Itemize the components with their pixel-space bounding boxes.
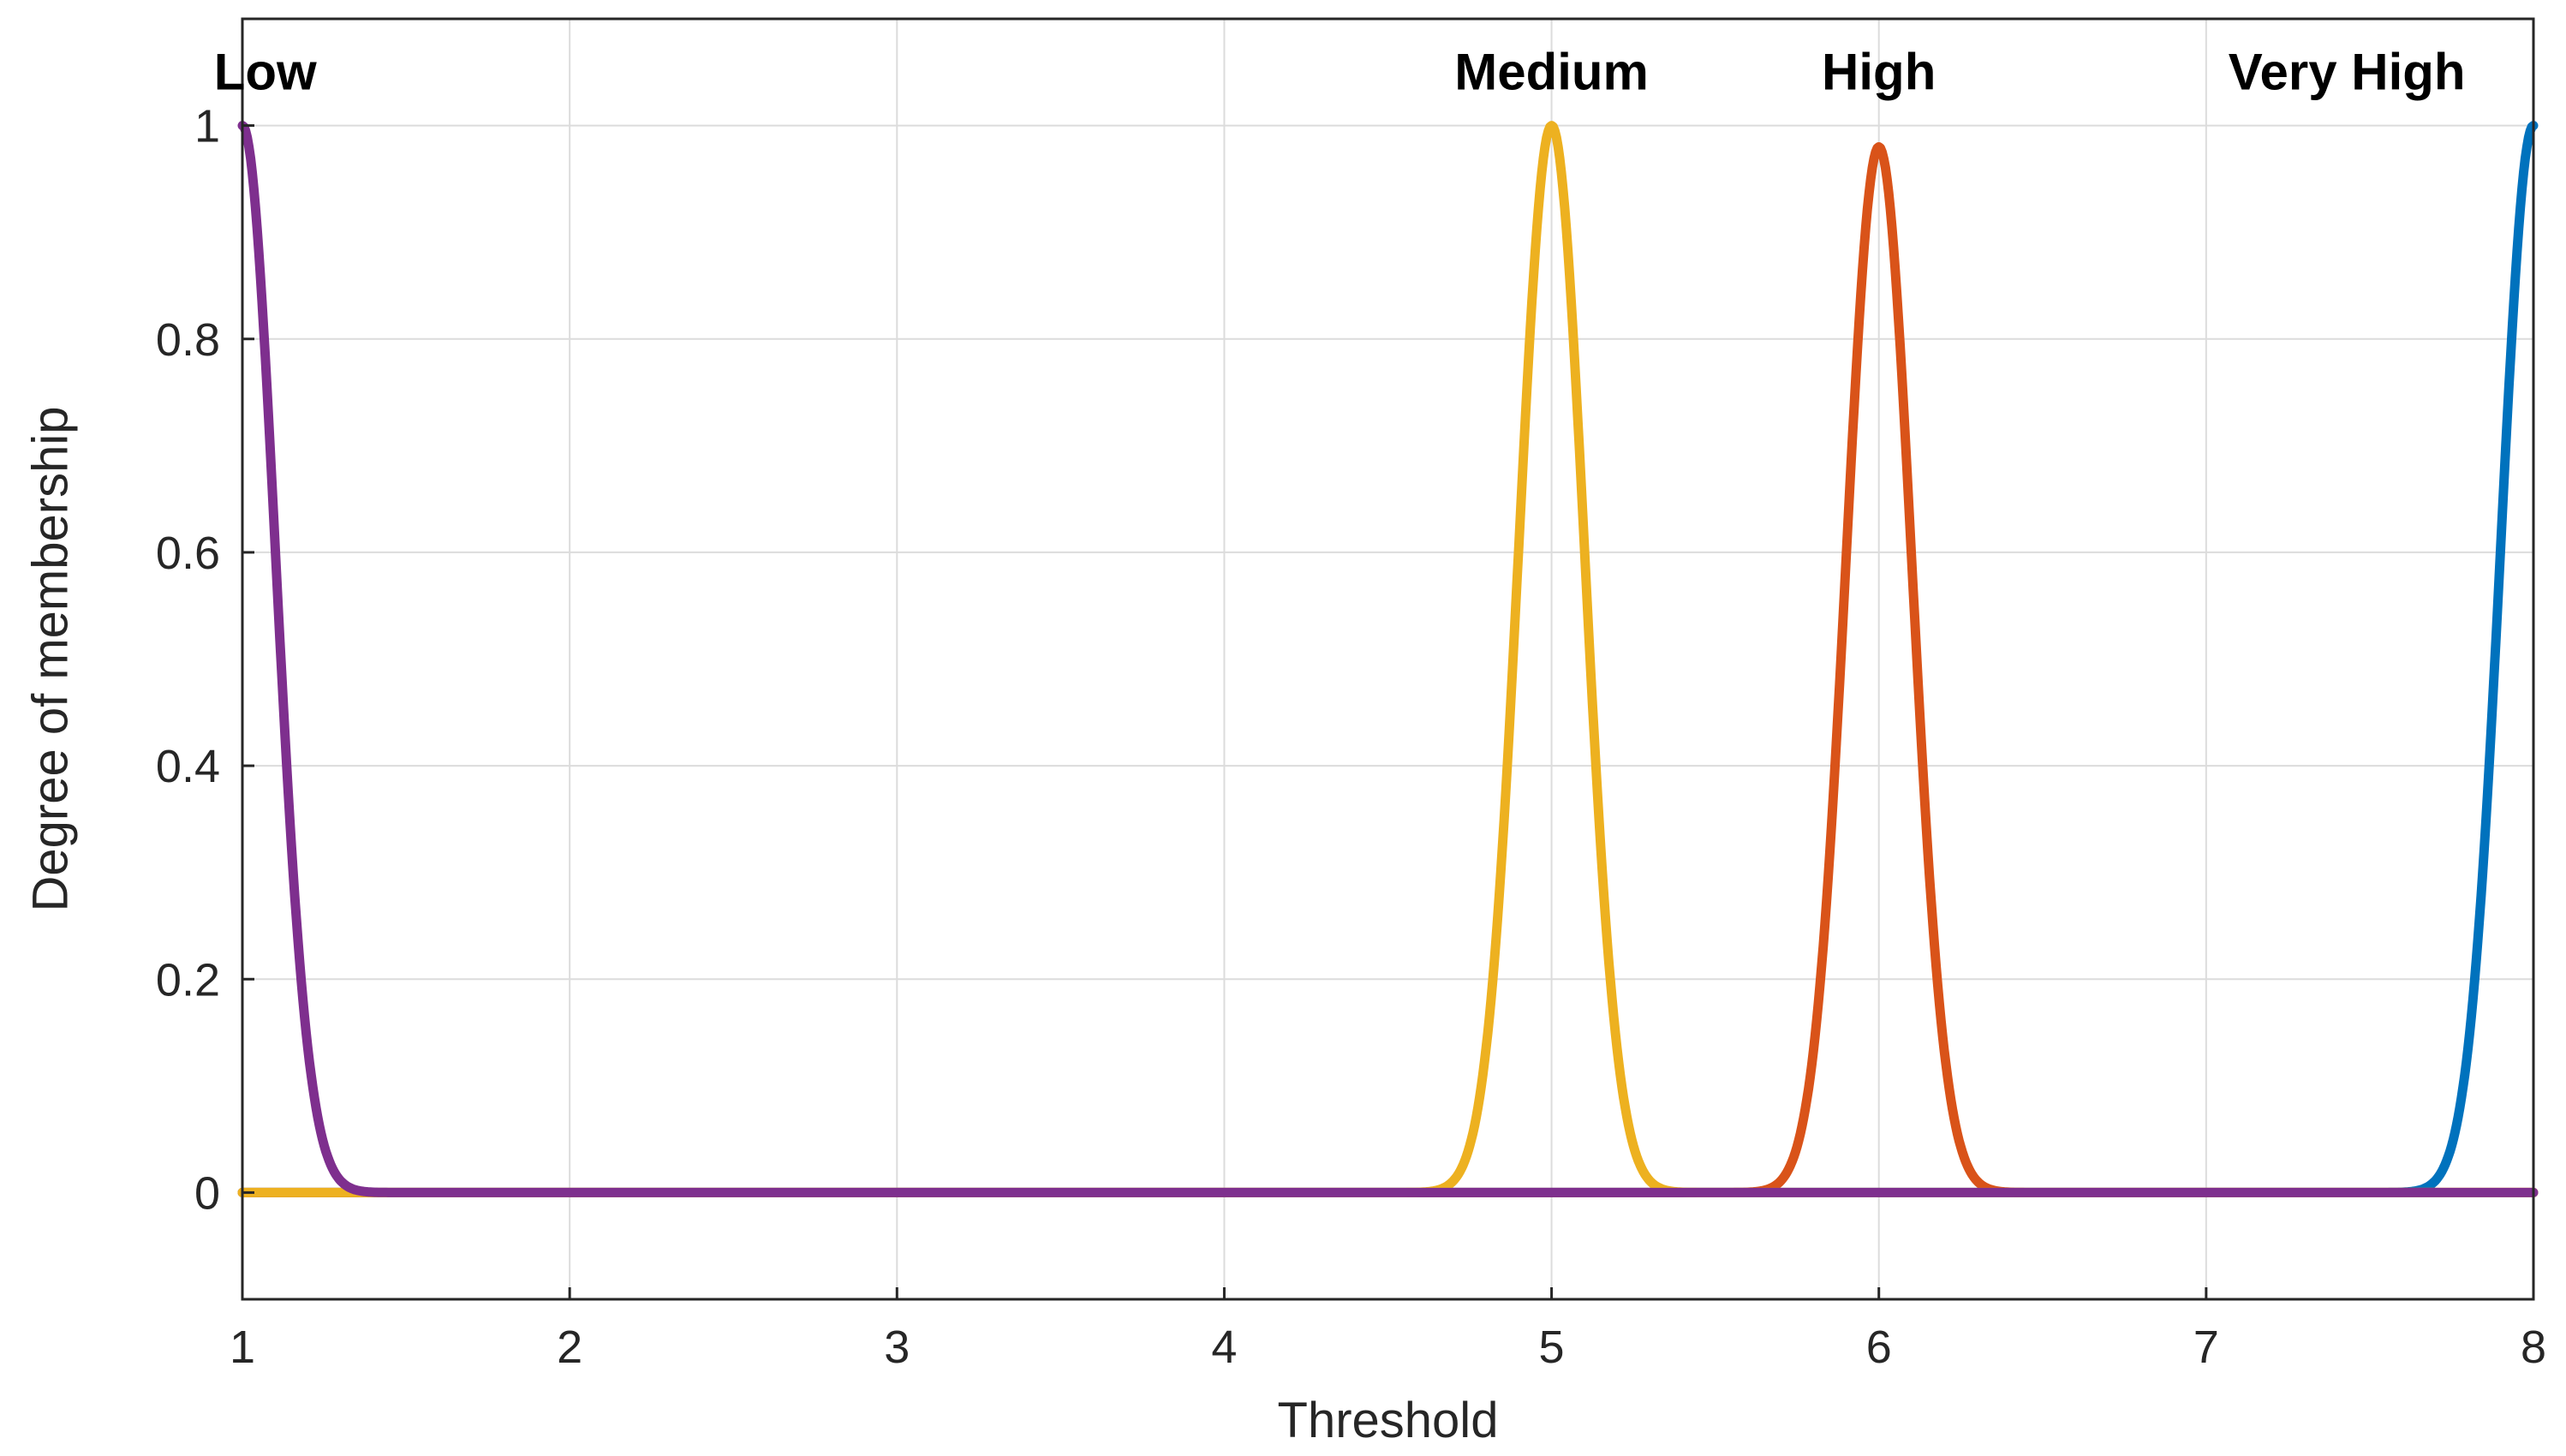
y-tick-label-0-6: 0.6 — [156, 528, 220, 579]
y-tick-label-0-2: 0.2 — [156, 954, 220, 1005]
grid-lines — [242, 19, 2534, 1299]
plot-frame — [241, 17, 2535, 1301]
tick-labels: 1 2 3 4 5 6 7 8 0 0.2 0.4 0.6 0.8 1 — [156, 101, 2546, 1373]
curve-very-high — [237, 121, 2539, 1197]
x-tick-label-4: 4 — [1211, 1322, 1237, 1373]
annotation-high: High — [1822, 43, 1936, 100]
curve-high — [237, 142, 2539, 1197]
curve-annotations: Low Medium High Very High — [214, 43, 2466, 100]
x-tick-label-3: 3 — [884, 1322, 910, 1373]
annotation-low: Low — [214, 43, 317, 100]
y-tick-label-0-8: 0.8 — [156, 314, 220, 366]
y-tick-label-0-4: 0.4 — [156, 741, 220, 792]
curve-medium — [237, 121, 2539, 1197]
x-tick-label-2: 2 — [557, 1322, 582, 1373]
annotation-medium: Medium — [1454, 43, 1649, 100]
x-tick-label-5: 5 — [1539, 1322, 1565, 1373]
x-tick-label-8: 8 — [2521, 1322, 2546, 1373]
x-tick-label-7: 7 — [2193, 1322, 2219, 1373]
y-axis-label: Degree of membership — [22, 407, 78, 912]
x-tick-label-1: 1 — [230, 1322, 255, 1373]
x-tick-label-6: 6 — [1866, 1322, 1892, 1373]
x-axis-label: Threshold — [1278, 1393, 1499, 1448]
y-tick-label-0: 0 — [194, 1167, 220, 1219]
annotation-very-high: Very High — [2229, 43, 2466, 100]
membership-curves — [237, 121, 2539, 1197]
curve-low — [237, 121, 2539, 1197]
y-tick-label-1: 1 — [194, 101, 220, 152]
